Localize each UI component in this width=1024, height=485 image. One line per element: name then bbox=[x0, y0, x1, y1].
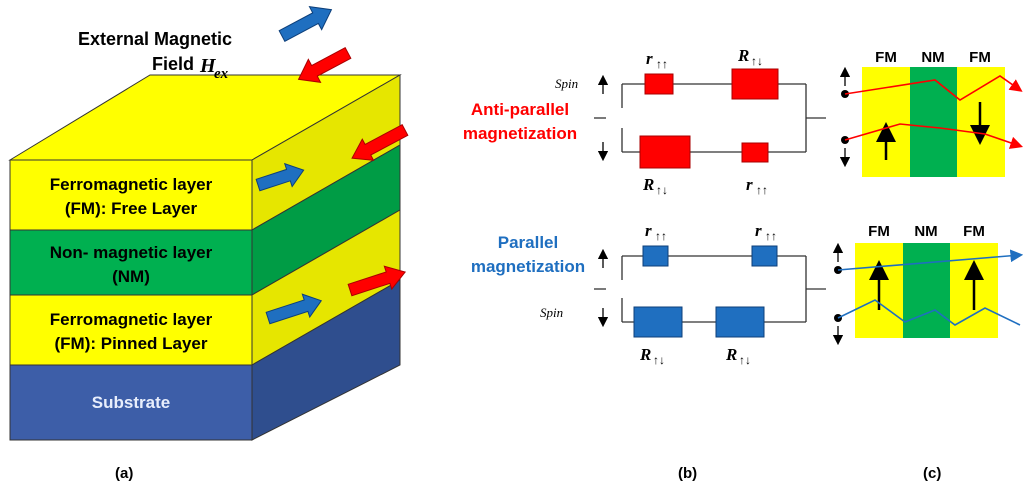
panel-a: Ferromagnetic layer (FM): Free Layer Non… bbox=[8, 6, 409, 482]
parallel-r-left bbox=[642, 245, 669, 267]
caption-a: (a) bbox=[115, 465, 133, 482]
antiparallel-r-top bbox=[644, 73, 674, 95]
pinned-layer-front bbox=[9, 294, 253, 366]
free-layer-front bbox=[9, 159, 253, 231]
c-top-nm-label: NM bbox=[921, 49, 944, 66]
parallel-R-right bbox=[715, 306, 765, 338]
c-top-red-path-lower bbox=[844, 123, 1024, 149]
antiparallel-r-bottom bbox=[741, 142, 769, 163]
free-layer-label-1: Ferromagnetic layer bbox=[50, 175, 213, 194]
pinned-label-1: Ferromagnetic layer bbox=[50, 310, 213, 329]
free-layer-label-2: (FM): Free Layer bbox=[65, 199, 198, 218]
parallel-r-right-label: r bbox=[755, 221, 762, 240]
antiparallel-circuit bbox=[594, 83, 826, 153]
pinned-label-2: (FM): Pinned Layer bbox=[54, 334, 207, 353]
field-symbol: H bbox=[199, 55, 217, 77]
c-top-fm-right-label: FM bbox=[969, 49, 991, 66]
antiparallel-R-top-label: R bbox=[737, 46, 749, 65]
antiparallel-r-top-label: r bbox=[646, 49, 653, 68]
c-top-fm-left-label: FM bbox=[875, 49, 897, 66]
c-bottom-nm-label: NM bbox=[914, 223, 937, 240]
parallel-R-right-sub: ↑↓ bbox=[739, 353, 751, 367]
external-field-label-1: External Magnetic bbox=[78, 29, 232, 49]
parallel-spin-label: Spin bbox=[540, 305, 563, 320]
substrate-front bbox=[9, 364, 253, 441]
c-bottom-fm-right-label: FM bbox=[963, 223, 985, 240]
antiparallel-R-top-sub: ↑↓ bbox=[751, 54, 763, 68]
external-field-label-2: Field bbox=[152, 54, 194, 74]
pinned-layer-red-arrow-icon bbox=[347, 265, 407, 297]
c-bottom-fm-left-label: FM bbox=[868, 223, 890, 240]
free-layer-blue-arrow-icon bbox=[255, 162, 305, 192]
antiparallel-label-2: magnetization bbox=[463, 124, 577, 143]
c-top-red-path-upper bbox=[844, 75, 1023, 101]
c-bottom-nm bbox=[903, 243, 950, 338]
parallel-label-2: magnetization bbox=[471, 257, 585, 276]
parallel-R-left bbox=[633, 306, 683, 338]
antiparallel-r-bottom-label: r bbox=[746, 175, 753, 194]
c-bottom-blue-path-upper bbox=[837, 249, 1024, 271]
caption-c: (c) bbox=[923, 465, 941, 482]
antiparallel-R-bottom-label: R bbox=[642, 175, 654, 194]
free-layer-red-arrow-icon bbox=[351, 124, 409, 161]
parallel-r-left-sub: ↑↑ bbox=[655, 229, 667, 243]
c-bottom-blue-path-lower bbox=[837, 299, 1021, 326]
parallel-r-right bbox=[751, 245, 778, 267]
parallel-R-right-label: R bbox=[725, 345, 737, 364]
antiparallel-spin-label: Spin bbox=[555, 76, 578, 91]
antiparallel-r-bottom-sub: ↑↑ bbox=[756, 183, 768, 197]
antiparallel-R-top bbox=[731, 68, 779, 100]
external-red-arrow-icon bbox=[297, 47, 352, 83]
caption-b: (b) bbox=[678, 465, 697, 482]
nonmag-layer-front bbox=[9, 229, 253, 296]
parallel-r-right-sub: ↑↑ bbox=[765, 229, 777, 243]
c-top-fm-left bbox=[862, 67, 910, 177]
parallel-R-left-label: R bbox=[639, 345, 651, 364]
panel-b: Anti-parallel magnetization Spin r ↑↑ R … bbox=[463, 46, 826, 482]
parallel-r-left-label: r bbox=[645, 221, 652, 240]
parallel-circuit bbox=[594, 255, 826, 323]
nonmag-label-1: Non- magnetic layer bbox=[50, 243, 213, 262]
panel-c: FM NM FM FM NM FM (c) bbox=[832, 49, 1024, 482]
antiparallel-R-bottom-sub: ↑↓ bbox=[656, 183, 668, 197]
pinned-layer-blue-arrow-icon bbox=[265, 293, 323, 325]
external-blue-arrow-icon bbox=[278, 6, 333, 42]
field-subscript: ex bbox=[214, 66, 229, 82]
antiparallel-r-top-sub: ↑↑ bbox=[656, 57, 668, 71]
parallel-label-1: Parallel bbox=[498, 233, 559, 252]
antiparallel-R-bottom bbox=[639, 135, 691, 169]
c-top-nm bbox=[910, 67, 957, 177]
substrate-label: Substrate bbox=[92, 393, 170, 412]
nonmag-label-2: (NM) bbox=[112, 267, 150, 286]
antiparallel-label-1: Anti-parallel bbox=[471, 100, 569, 119]
parallel-R-left-sub: ↑↓ bbox=[653, 353, 665, 367]
